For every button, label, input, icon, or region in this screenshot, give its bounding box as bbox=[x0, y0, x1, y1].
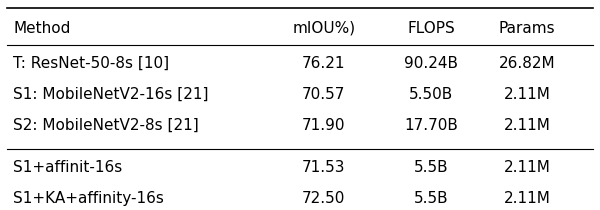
Text: 2.11M: 2.11M bbox=[503, 191, 550, 206]
Text: 5.50B: 5.50B bbox=[409, 87, 454, 102]
Text: 71.53: 71.53 bbox=[302, 160, 346, 175]
Text: T: ResNet-50-8s [10]: T: ResNet-50-8s [10] bbox=[13, 56, 169, 71]
Text: 90.24B: 90.24B bbox=[404, 56, 458, 71]
Text: mIOU%): mIOU%) bbox=[292, 21, 355, 36]
Text: 2.11M: 2.11M bbox=[503, 160, 550, 175]
Text: 71.90: 71.90 bbox=[302, 118, 346, 133]
Text: 2.11M: 2.11M bbox=[503, 87, 550, 102]
Text: 5.5B: 5.5B bbox=[414, 160, 449, 175]
Text: 2.11M: 2.11M bbox=[503, 118, 550, 133]
Text: S2: MobileNetV2-8s [21]: S2: MobileNetV2-8s [21] bbox=[13, 118, 199, 133]
Text: FLOPS: FLOPS bbox=[407, 21, 455, 36]
Text: Params: Params bbox=[499, 21, 555, 36]
Text: Method: Method bbox=[13, 21, 71, 36]
Text: 26.82M: 26.82M bbox=[499, 56, 555, 71]
Text: 70.57: 70.57 bbox=[302, 87, 346, 102]
Text: S1: MobileNetV2-16s [21]: S1: MobileNetV2-16s [21] bbox=[13, 87, 209, 102]
Text: 17.70B: 17.70B bbox=[404, 118, 458, 133]
Text: S1+KA+affinity-16s: S1+KA+affinity-16s bbox=[13, 191, 164, 206]
Text: 72.50: 72.50 bbox=[302, 191, 346, 206]
Text: 5.5B: 5.5B bbox=[414, 191, 449, 206]
Text: 76.21: 76.21 bbox=[302, 56, 346, 71]
Text: S1+affinit-16s: S1+affinit-16s bbox=[13, 160, 122, 175]
